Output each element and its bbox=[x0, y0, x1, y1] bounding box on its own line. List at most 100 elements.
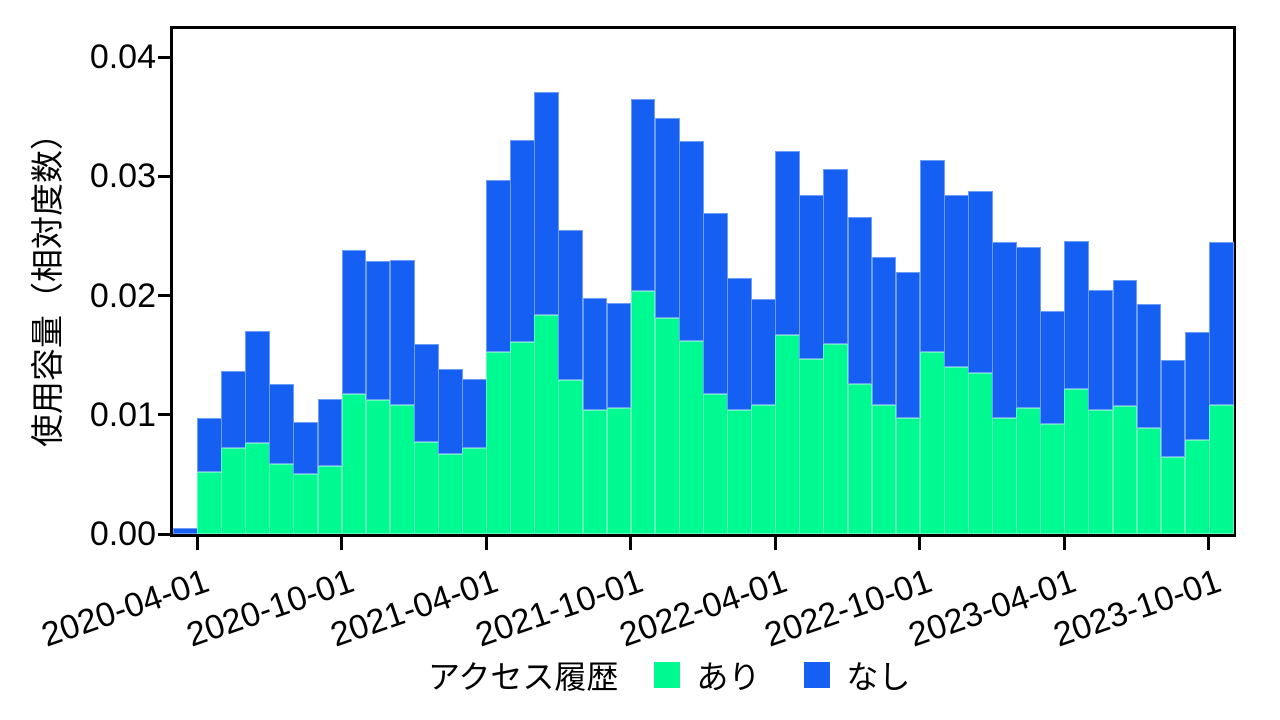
bar-nashi-2022-03 bbox=[751, 299, 776, 406]
bar-nashi-2022-02 bbox=[727, 277, 752, 410]
bar-nashi-2022-12 bbox=[968, 190, 993, 374]
bar-nashi-2023-03 bbox=[1040, 311, 1065, 425]
bar-nashi-2021-12 bbox=[678, 140, 704, 341]
bar-ari-2022-10 bbox=[919, 351, 945, 534]
bar-nashi-2022-09 bbox=[895, 271, 921, 419]
bar-ari-2020-12 bbox=[389, 405, 415, 534]
bars-layer bbox=[173, 29, 1234, 534]
y-tick-label-0.03: 0.03 bbox=[89, 157, 156, 196]
bar-ari-2021-11 bbox=[654, 318, 680, 534]
bar-nashi-2022-01 bbox=[703, 213, 728, 395]
bar-nashi-2020-04 bbox=[197, 418, 222, 472]
bar-nashi-2023-01 bbox=[992, 241, 1017, 419]
x-tick-mark-2023-04-01 bbox=[1062, 537, 1066, 550]
bar-ari-2021-09 bbox=[606, 407, 632, 534]
bar-ari-2020-07 bbox=[269, 463, 295, 534]
x-tick-mark-2021-10-01 bbox=[629, 537, 633, 550]
bar-nashi-2023-05 bbox=[1088, 289, 1114, 410]
bar-ari-2022-11 bbox=[943, 367, 969, 534]
x-tick-mark-2023-10-01 bbox=[1207, 537, 1211, 550]
x-tick-mark-2020-10-01 bbox=[340, 537, 344, 550]
bar-nashi-2021-07 bbox=[558, 229, 584, 381]
bar-ari-2021-06 bbox=[534, 314, 560, 534]
bar-nashi-2020-03 bbox=[173, 528, 198, 534]
bar-ari-2020-06 bbox=[245, 443, 270, 534]
bar-ari-2023-07 bbox=[1136, 427, 1162, 534]
legend-label-nashi: なし bbox=[846, 659, 911, 695]
bar-nashi-2020-07 bbox=[269, 383, 295, 464]
bar-nashi-2023-09 bbox=[1184, 332, 1210, 440]
bar-ari-2021-03 bbox=[462, 448, 487, 534]
bar-ari-2021-02 bbox=[438, 454, 463, 534]
y-tick-mark-0.04 bbox=[158, 55, 171, 59]
bar-ari-2022-06 bbox=[823, 344, 849, 534]
bar-nashi-2020-12 bbox=[389, 259, 415, 406]
bar-ari-2022-08 bbox=[871, 405, 897, 534]
bar-nashi-2023-07 bbox=[1136, 303, 1162, 428]
bar-nashi-2021-05 bbox=[510, 140, 535, 343]
bar-ari-2022-01 bbox=[703, 394, 728, 534]
bar-ari-2020-08 bbox=[293, 474, 319, 534]
bar-ari-2020-04 bbox=[197, 472, 222, 534]
bar-ari-2020-11 bbox=[365, 400, 391, 534]
bar-ari-2020-10 bbox=[341, 394, 367, 534]
legend-swatch-nashi bbox=[804, 662, 831, 688]
bar-nashi-2022-07 bbox=[847, 216, 873, 384]
y-tick-mark-0.00 bbox=[158, 532, 171, 536]
bar-ari-2023-05 bbox=[1088, 409, 1114, 534]
bar-ari-2023-10 bbox=[1208, 405, 1234, 534]
x-tick-mark-2022-04-01 bbox=[773, 537, 777, 550]
bar-ari-2022-04 bbox=[775, 334, 800, 534]
bar-nashi-2023-04 bbox=[1064, 240, 1090, 389]
bar-nashi-2023-10 bbox=[1208, 241, 1234, 406]
bar-nashi-2023-06 bbox=[1112, 280, 1138, 407]
bar-ari-2022-07 bbox=[847, 383, 873, 534]
bar-ari-2021-01 bbox=[413, 442, 439, 534]
bar-nashi-2021-03 bbox=[462, 378, 487, 449]
bar-ari-2021-05 bbox=[510, 342, 535, 534]
legend-title: アクセス履歴 bbox=[428, 659, 619, 695]
bar-nashi-2020-10 bbox=[341, 250, 367, 395]
bar-nashi-2021-08 bbox=[582, 297, 608, 410]
bar-ari-2023-04 bbox=[1064, 388, 1090, 534]
y-tick-mark-0.01 bbox=[158, 413, 171, 417]
y-tick-label-0.01: 0.01 bbox=[89, 395, 156, 434]
y-tick-label-0.04: 0.04 bbox=[89, 38, 156, 76]
bar-nashi-2021-10 bbox=[630, 98, 656, 291]
x-tick-mark-2022-10-01 bbox=[918, 537, 922, 550]
bar-ari-2021-10 bbox=[630, 290, 656, 534]
bar-ari-2022-03 bbox=[751, 405, 776, 534]
bar-nashi-2022-04 bbox=[775, 151, 800, 335]
bar-nashi-2021-11 bbox=[654, 117, 680, 319]
bar-nashi-2020-11 bbox=[365, 260, 391, 401]
bar-nashi-2022-10 bbox=[919, 159, 945, 352]
bar-nashi-2020-09 bbox=[317, 399, 343, 467]
x-tick-mark-2021-04-01 bbox=[484, 537, 488, 550]
legend: アクセス履歴 あり なし bbox=[428, 651, 910, 699]
bar-ari-2022-12 bbox=[968, 373, 993, 534]
y-tick-mark-0.03 bbox=[158, 174, 171, 178]
bar-ari-2022-05 bbox=[799, 358, 825, 534]
bar-nashi-2022-11 bbox=[943, 195, 969, 368]
y-tick-label-0.02: 0.02 bbox=[89, 276, 156, 315]
bar-ari-2023-01 bbox=[992, 418, 1017, 534]
bar-nashi-2022-06 bbox=[823, 169, 849, 345]
bar-ari-2021-08 bbox=[582, 409, 608, 534]
bar-nashi-2021-01 bbox=[413, 344, 439, 443]
plot-area-border bbox=[170, 26, 1236, 537]
bar-nashi-2020-08 bbox=[293, 421, 319, 475]
y-tick-label-0.00: 0.00 bbox=[89, 515, 156, 553]
bar-nashi-2023-08 bbox=[1160, 359, 1186, 457]
bar-ari-2021-04 bbox=[486, 351, 511, 534]
bar-ari-2020-09 bbox=[317, 466, 343, 534]
y-tick-mark-0.02 bbox=[158, 294, 171, 297]
legend-swatch-ari bbox=[654, 662, 681, 688]
bar-ari-2022-09 bbox=[895, 418, 921, 534]
bar-nashi-2021-02 bbox=[438, 369, 463, 455]
bar-ari-2023-02 bbox=[1016, 407, 1041, 534]
bar-nashi-2021-09 bbox=[606, 302, 632, 408]
bar-nashi-2022-05 bbox=[799, 195, 825, 359]
bar-ari-2023-06 bbox=[1112, 406, 1138, 534]
legend-label-ari: あり bbox=[696, 659, 761, 695]
